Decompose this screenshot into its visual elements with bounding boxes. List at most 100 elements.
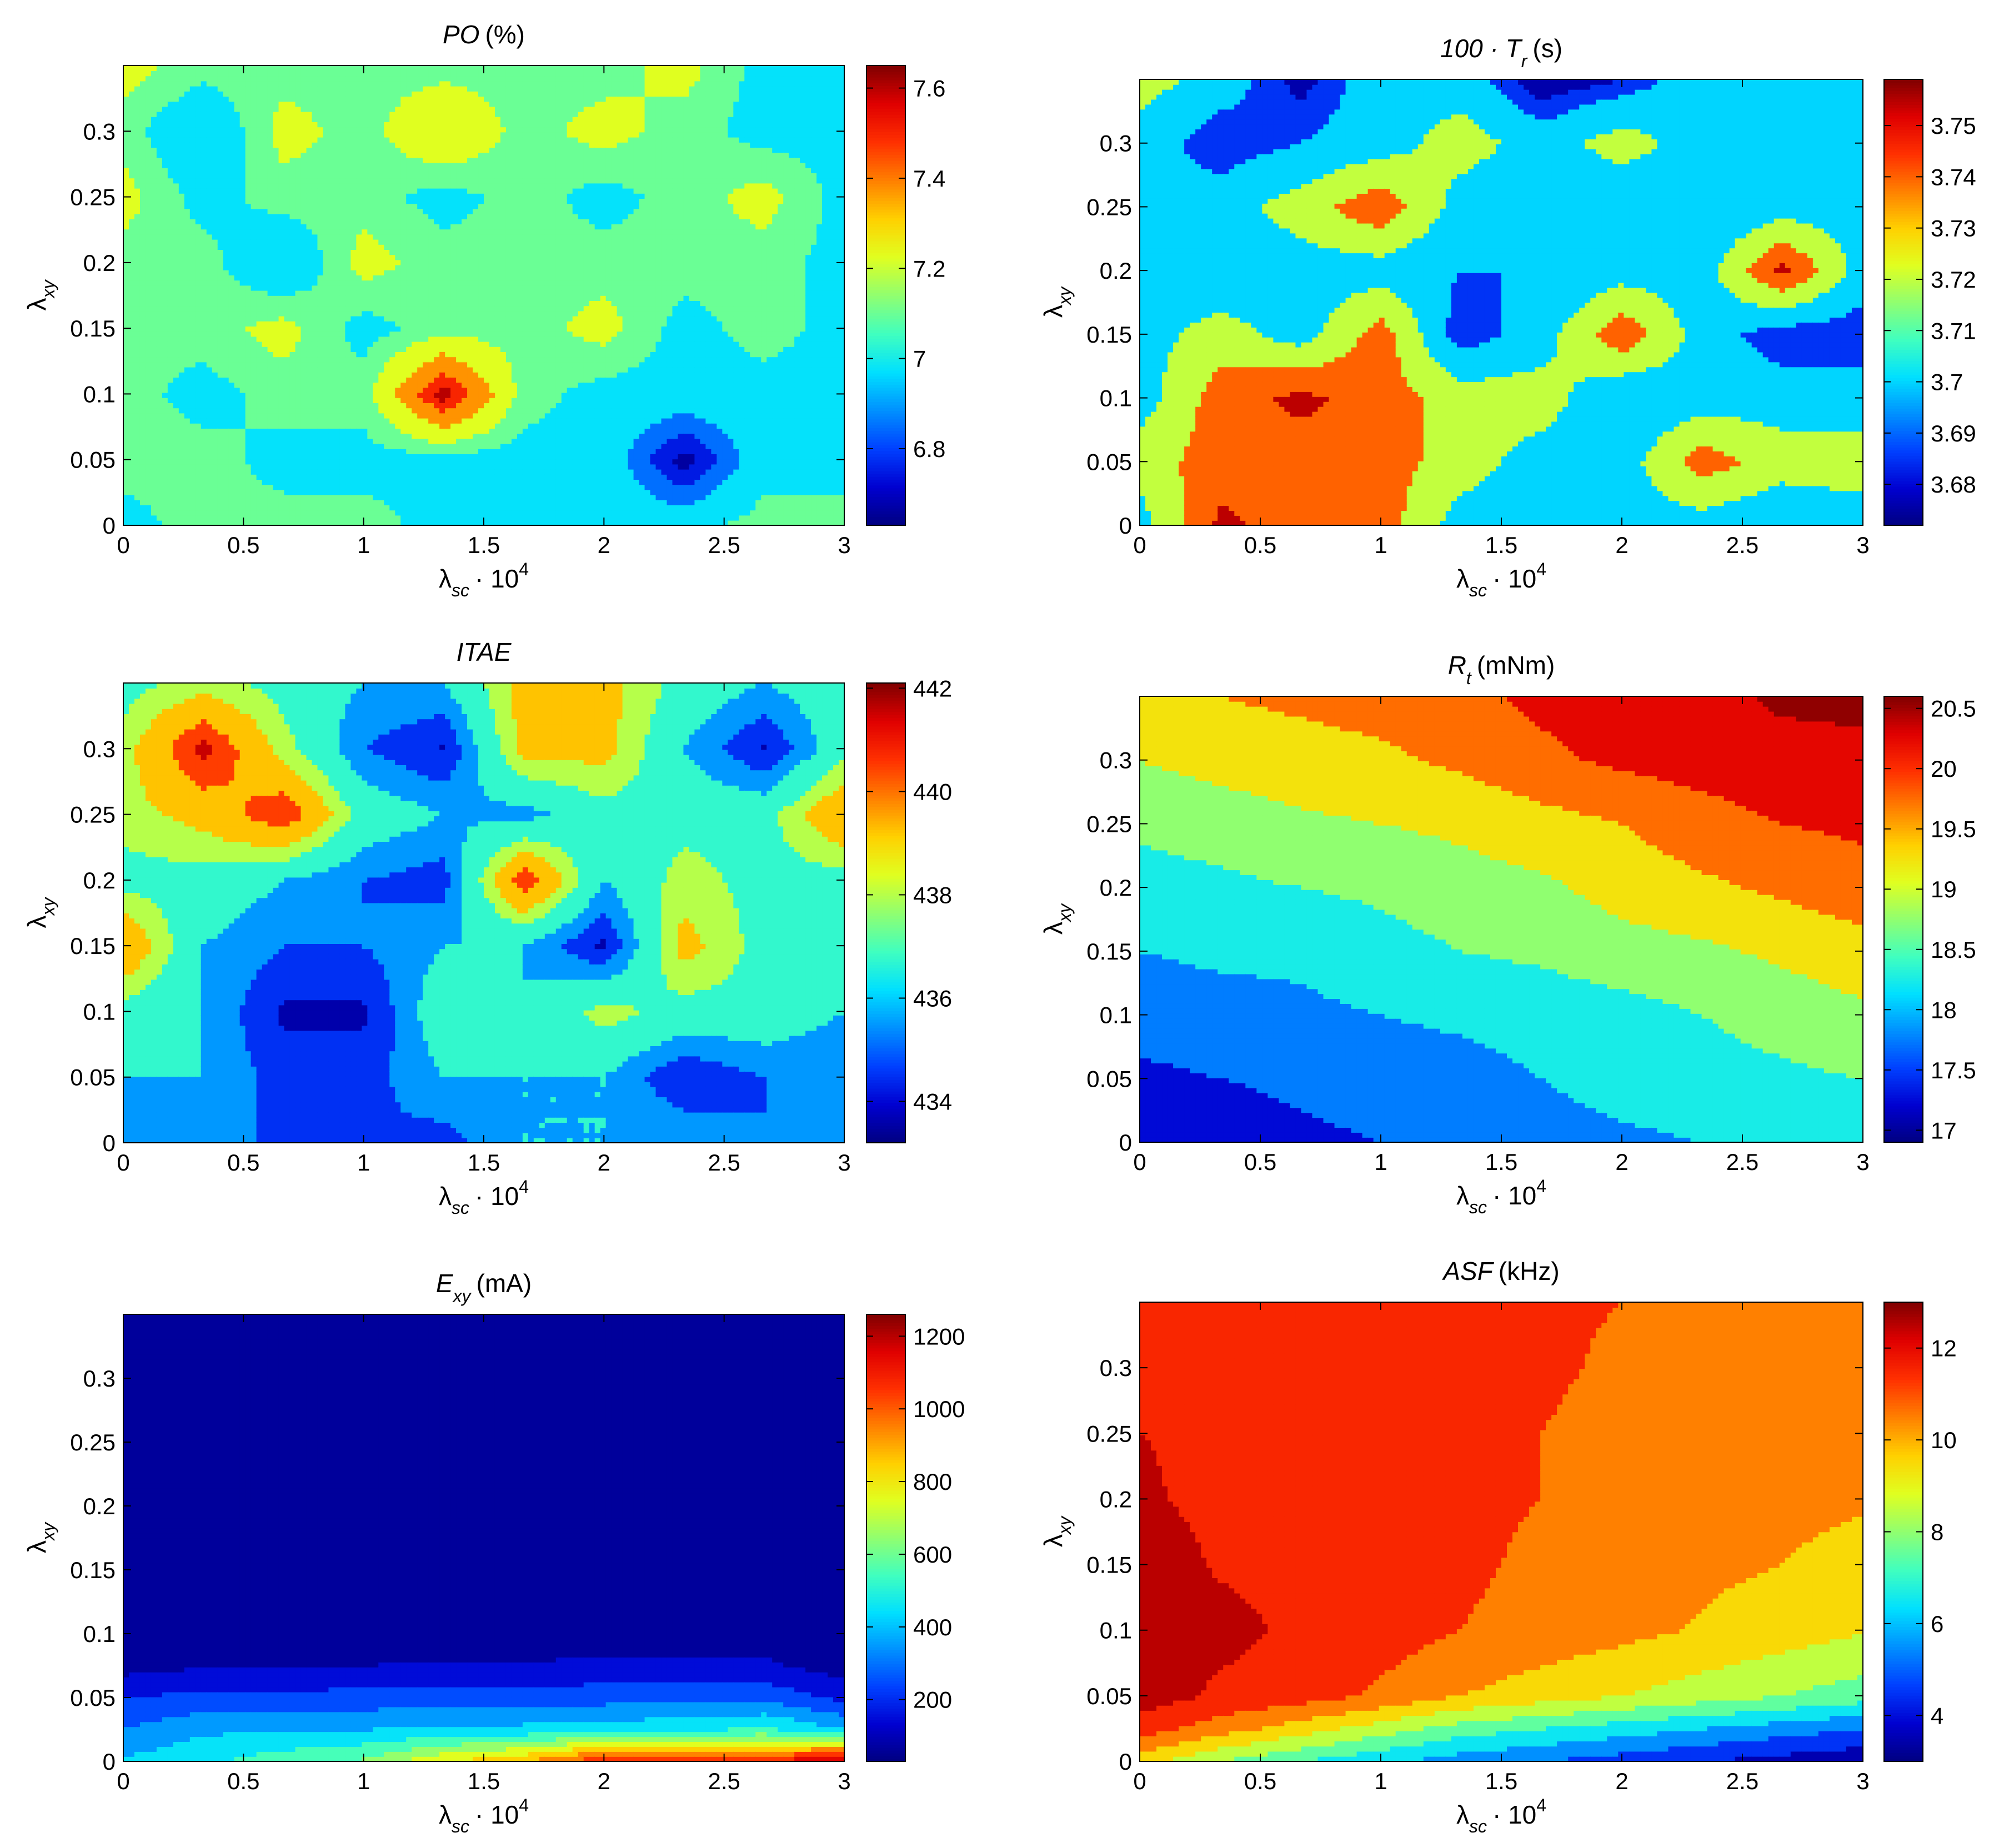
contour-cell xyxy=(162,413,168,419)
contour-cell xyxy=(184,203,191,209)
contour-cell xyxy=(201,147,207,153)
contour-cell xyxy=(345,132,351,138)
contour-cell xyxy=(123,209,129,214)
contour-cell xyxy=(400,147,407,153)
contour-cell xyxy=(367,342,373,347)
contour-cell xyxy=(284,346,290,352)
contour-cell xyxy=(306,122,312,127)
contour-cell xyxy=(268,178,274,183)
contour-cell xyxy=(146,403,152,408)
contour-cell xyxy=(406,393,412,398)
contour-cell xyxy=(384,203,390,209)
contour-cell xyxy=(190,270,196,275)
contour-cell xyxy=(317,346,323,352)
contour-cell xyxy=(367,515,373,521)
contour-cell xyxy=(412,214,418,219)
contour-cell xyxy=(151,377,157,383)
contour-cell xyxy=(257,377,263,383)
contour-cell xyxy=(212,229,218,234)
contour-cell xyxy=(173,112,179,117)
contour-cell xyxy=(234,168,241,173)
contour-cell xyxy=(328,270,334,275)
contour-cell xyxy=(168,484,174,490)
contour-cell xyxy=(179,464,185,470)
contour-cell xyxy=(406,193,412,199)
contour-cell xyxy=(373,382,379,388)
contour-cell xyxy=(229,393,235,398)
contour-cell xyxy=(290,193,296,199)
contour-cell xyxy=(373,96,379,102)
contour-cell xyxy=(257,351,263,357)
contour-cell xyxy=(223,495,229,500)
contour-cell xyxy=(290,101,296,107)
contour-cell xyxy=(162,377,168,383)
contour-cell xyxy=(317,382,323,388)
contour-cell xyxy=(350,107,357,112)
contour-cell xyxy=(395,346,401,352)
contour-cell xyxy=(229,265,235,270)
contour-cell xyxy=(251,393,257,398)
contour-cell xyxy=(157,393,163,398)
contour-cell xyxy=(350,193,357,199)
contour-cell xyxy=(201,510,207,515)
contour-cell xyxy=(184,132,191,138)
contour-cell xyxy=(412,388,418,393)
contour-cell xyxy=(317,321,323,327)
contour-cell xyxy=(290,321,296,327)
contour-cell xyxy=(378,163,384,168)
contour-cell xyxy=(284,275,290,280)
contour-cell xyxy=(162,305,168,311)
contour-cell xyxy=(212,444,218,449)
contour-cell xyxy=(123,469,129,475)
contour-cell xyxy=(246,188,252,194)
contour-cell xyxy=(273,362,279,368)
contour-cell xyxy=(229,168,235,173)
contour-cell xyxy=(173,444,179,449)
contour-cell xyxy=(168,234,174,240)
contour-cell xyxy=(140,127,146,132)
contour-cell xyxy=(207,142,213,148)
contour-cell xyxy=(168,214,174,219)
contour-cell xyxy=(423,490,429,495)
contour-cell xyxy=(190,454,196,459)
contour-cell xyxy=(257,505,263,510)
contour-cell xyxy=(207,346,213,352)
contour-cell xyxy=(400,474,407,480)
contour-cell xyxy=(218,290,224,296)
contour-cell xyxy=(240,311,246,317)
contour-cell xyxy=(367,265,373,270)
contour-cell xyxy=(273,142,279,148)
contour-cell xyxy=(218,393,224,398)
contour-cell xyxy=(207,173,213,178)
contour-cell xyxy=(389,81,395,87)
contour-cell xyxy=(301,71,307,76)
contour-cell xyxy=(378,168,384,173)
contour-cell xyxy=(362,326,368,332)
contour-cell xyxy=(140,372,146,378)
contour-cell xyxy=(389,342,395,347)
contour-cell xyxy=(184,510,191,515)
contour-cell xyxy=(140,142,146,148)
contour-cell xyxy=(312,444,318,449)
contour-cell xyxy=(378,311,384,317)
contour-cell xyxy=(406,305,412,311)
contour-cell xyxy=(406,408,412,413)
contour-cell xyxy=(356,362,362,368)
contour-cell xyxy=(362,198,368,204)
contour-cell xyxy=(345,398,351,403)
contour-cell xyxy=(246,270,252,275)
contour-cell xyxy=(378,433,384,439)
contour-cell xyxy=(284,188,290,194)
contour-cell xyxy=(279,183,285,189)
contour-cell xyxy=(334,484,340,490)
contour-cell xyxy=(123,147,129,153)
contour-cell xyxy=(190,484,196,490)
contour-cell xyxy=(134,474,141,480)
contour-cell xyxy=(207,418,213,424)
contour-cell xyxy=(378,449,384,454)
contour-cell xyxy=(218,316,224,322)
contour-cell xyxy=(262,152,268,158)
contour-cell xyxy=(423,127,429,132)
contour-cell xyxy=(378,112,384,117)
contour-cell xyxy=(301,270,307,275)
